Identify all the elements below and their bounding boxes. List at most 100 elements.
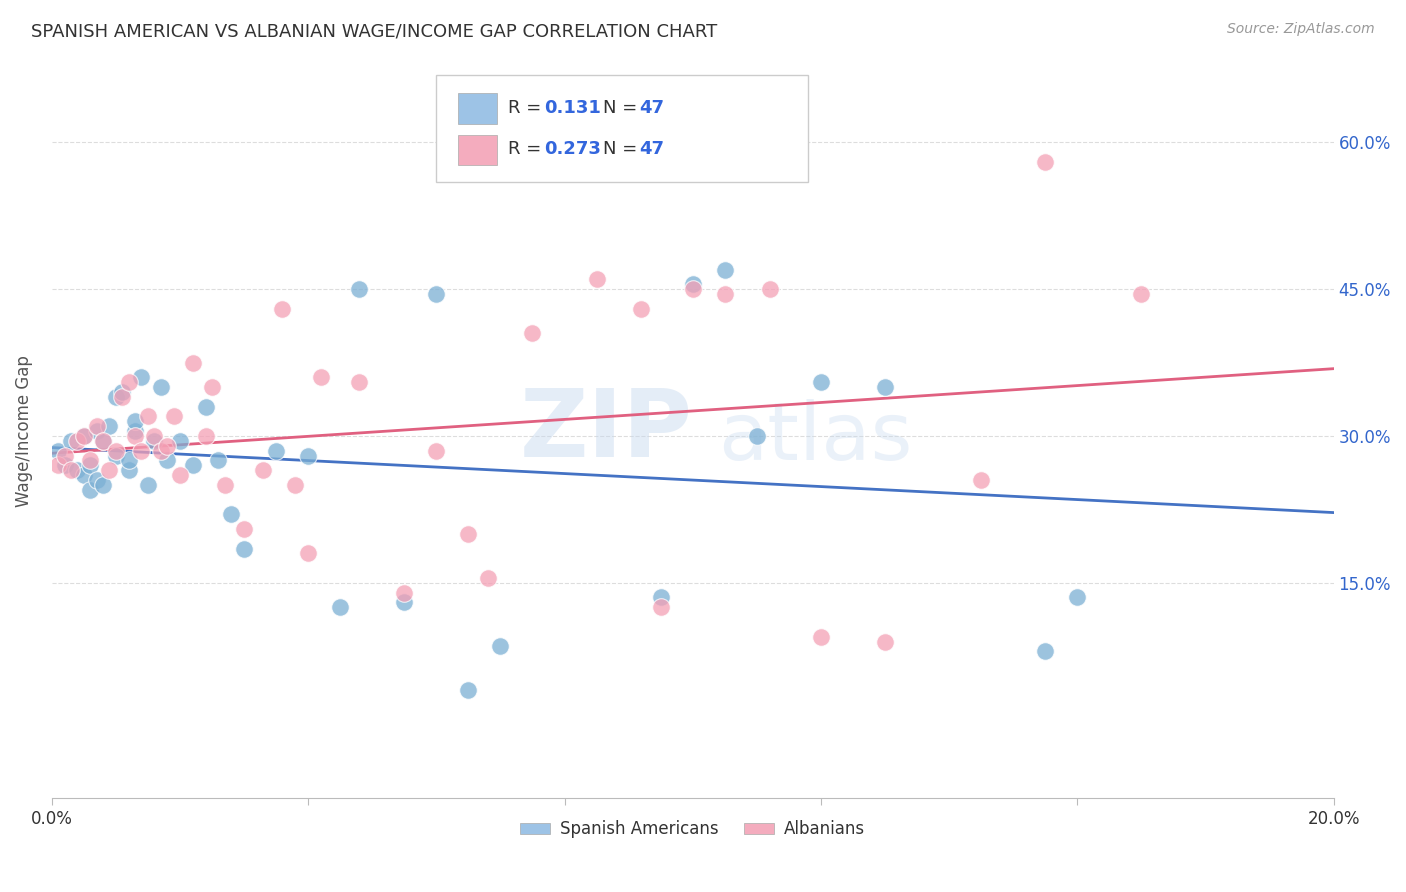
Point xyxy=(149,380,172,394)
Point xyxy=(745,429,768,443)
Point xyxy=(73,429,96,443)
Point xyxy=(522,326,544,341)
Point xyxy=(136,478,159,492)
Point xyxy=(207,453,229,467)
Text: 0.273: 0.273 xyxy=(544,140,600,158)
Text: 47: 47 xyxy=(638,140,664,158)
Point xyxy=(457,683,479,698)
Point xyxy=(810,630,832,644)
Point xyxy=(264,443,287,458)
Point xyxy=(970,473,993,487)
Point xyxy=(1130,287,1153,301)
Point xyxy=(425,287,447,301)
Point xyxy=(394,595,416,609)
Point xyxy=(630,301,652,316)
Point xyxy=(349,375,371,389)
Point xyxy=(477,571,499,585)
Point xyxy=(810,375,832,389)
Text: atlas: atlas xyxy=(718,400,912,477)
Point xyxy=(713,262,735,277)
Point xyxy=(79,458,101,473)
Point xyxy=(156,439,179,453)
Text: Source: ZipAtlas.com: Source: ZipAtlas.com xyxy=(1227,22,1375,37)
Point xyxy=(104,390,127,404)
Point xyxy=(86,419,108,434)
Point xyxy=(650,600,672,615)
Point xyxy=(73,468,96,483)
Point xyxy=(194,429,217,443)
Point xyxy=(118,375,141,389)
FancyBboxPatch shape xyxy=(458,135,496,165)
Point xyxy=(284,478,307,492)
Point xyxy=(425,443,447,458)
Point xyxy=(1033,155,1056,169)
Point xyxy=(394,585,416,599)
Point xyxy=(66,463,89,477)
Point xyxy=(46,443,69,458)
Point xyxy=(1033,644,1056,658)
Text: N =: N = xyxy=(603,140,643,158)
Point xyxy=(53,449,76,463)
Point xyxy=(131,370,153,384)
Point xyxy=(118,463,141,477)
Point xyxy=(309,370,332,384)
Point xyxy=(873,380,896,394)
Point xyxy=(53,458,76,473)
Point xyxy=(104,443,127,458)
Point xyxy=(201,380,224,394)
Point xyxy=(233,541,256,556)
Point xyxy=(79,483,101,497)
Point xyxy=(111,390,134,404)
Text: N =: N = xyxy=(603,99,643,117)
Point xyxy=(297,546,319,560)
Point xyxy=(124,414,146,428)
Text: 47: 47 xyxy=(638,99,664,117)
Legend: Spanish Americans, Albanians: Spanish Americans, Albanians xyxy=(513,814,872,845)
Point xyxy=(59,434,82,448)
Point xyxy=(143,434,166,448)
Point xyxy=(194,400,217,414)
Point xyxy=(98,463,121,477)
Point xyxy=(489,640,512,654)
Point xyxy=(162,409,184,424)
Point xyxy=(124,429,146,443)
FancyBboxPatch shape xyxy=(436,75,808,181)
Point xyxy=(1066,591,1088,605)
Point xyxy=(181,458,204,473)
Point xyxy=(46,458,69,473)
Point xyxy=(650,591,672,605)
Point xyxy=(252,463,274,477)
Point xyxy=(873,634,896,648)
Point xyxy=(124,424,146,438)
Point xyxy=(233,522,256,536)
Point xyxy=(149,443,172,458)
Point xyxy=(66,434,89,448)
Point xyxy=(214,478,236,492)
Point xyxy=(457,527,479,541)
Point xyxy=(585,272,607,286)
Text: 0.131: 0.131 xyxy=(544,99,600,117)
Point xyxy=(297,449,319,463)
Text: SPANISH AMERICAN VS ALBANIAN WAGE/INCOME GAP CORRELATION CHART: SPANISH AMERICAN VS ALBANIAN WAGE/INCOME… xyxy=(31,22,717,40)
Point xyxy=(271,301,294,316)
Point xyxy=(219,508,242,522)
Point xyxy=(169,468,191,483)
Point xyxy=(169,434,191,448)
Point xyxy=(91,434,114,448)
Point xyxy=(91,434,114,448)
Text: R =: R = xyxy=(508,99,547,117)
Point xyxy=(156,453,179,467)
Point xyxy=(682,277,704,292)
Text: ZIP: ZIP xyxy=(520,385,693,477)
Y-axis label: Wage/Income Gap: Wage/Income Gap xyxy=(15,355,32,507)
Point xyxy=(79,453,101,467)
Point xyxy=(86,424,108,438)
Point xyxy=(73,429,96,443)
Point xyxy=(104,449,127,463)
Point xyxy=(758,282,780,296)
Point xyxy=(98,419,121,434)
Point xyxy=(136,409,159,424)
Text: R =: R = xyxy=(508,140,547,158)
Point xyxy=(713,287,735,301)
Point xyxy=(143,429,166,443)
